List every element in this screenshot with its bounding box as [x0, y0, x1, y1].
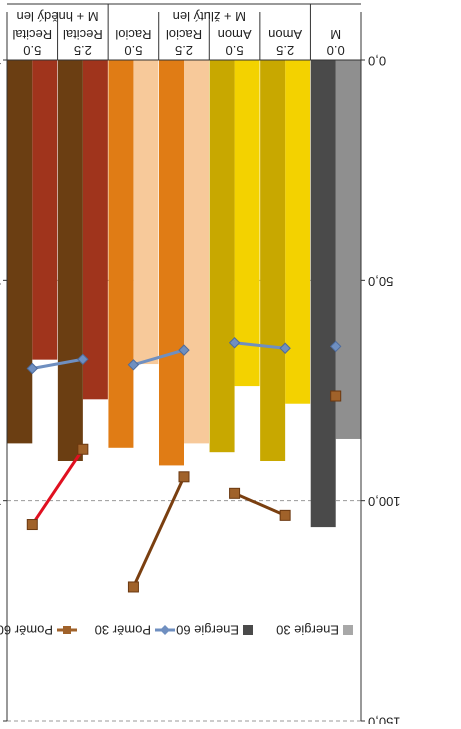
line-segment [234, 341, 286, 350]
right-tick-label: 1,20 [0, 268, 2, 293]
line-segment [32, 357, 84, 370]
legend-label: Energie 60 [176, 623, 239, 638]
line-segment [31, 448, 85, 526]
group-label: M [330, 27, 341, 42]
left-tick-label: 0,0 [368, 54, 386, 69]
group-label: M + žlutý len [173, 9, 246, 24]
legend-swatch [243, 625, 253, 635]
marker-pomer-60 [229, 487, 241, 499]
legend-label: Poměr 60 [0, 623, 53, 638]
legend: Energie 30 Energie 60 Poměr 30 Poměr 60 [0, 623, 353, 638]
right-tick-label: 3,60 [0, 708, 2, 724]
bar-series [7, 60, 361, 528]
left-tick-label: 100,0 [368, 494, 401, 509]
marker-pomer-60 [26, 519, 38, 531]
category-name-label: Recital [12, 27, 52, 42]
bar-energie-60 [209, 60, 235, 453]
bar-energie-60 [310, 60, 336, 528]
category-name-label: Raciol [166, 27, 202, 42]
left-tick-label: 150,0 [368, 715, 401, 724]
marker-pomer-60 [330, 390, 342, 402]
bar-energie-30 [184, 60, 209, 444]
category-level-label: 2.5 [175, 43, 193, 58]
marker-pomer-30 [178, 344, 190, 356]
line-segment [233, 491, 286, 517]
marker-pomer-30 [26, 362, 38, 375]
category-level-label: 0.0 [327, 43, 345, 58]
bar-energie-30 [82, 60, 108, 400]
bar-energie-60 [159, 60, 184, 466]
marker-pomer-60 [178, 471, 190, 483]
marker-pomer-60 [77, 443, 89, 455]
axes [3, 3, 365, 722]
line-series [26, 337, 342, 593]
category-level-label: 5.0 [23, 43, 41, 58]
legend-label: Energie 30 [276, 623, 339, 638]
category-name-label: Raciol [115, 27, 151, 42]
category-level-label: 2.5 [74, 43, 92, 58]
marker-pomer-30 [228, 337, 241, 349]
category-level-label: 5.0 [226, 43, 244, 58]
left-tick-label: 50,0 [368, 274, 393, 289]
marker-pomer-30 [330, 340, 342, 353]
marker-pomer-30 [127, 359, 140, 371]
legend-marker [160, 625, 170, 635]
category-level-label: 2.5 [276, 43, 294, 58]
line-segment [133, 348, 185, 367]
line-segment [132, 476, 186, 588]
bar-energie-30 [133, 60, 159, 365]
marker-pomer-60 [127, 581, 139, 593]
bar-energie-60 [57, 60, 83, 462]
legend-label: Poměr 30 [95, 623, 151, 638]
bar-energie-30 [32, 60, 58, 360]
bar-energie-60 [108, 60, 134, 448]
category-name-label: Recital [63, 27, 103, 42]
category-name-label: Amon [268, 27, 302, 42]
bar-energie-30 [285, 60, 311, 404]
right-tick-label: 2,40 [0, 488, 2, 513]
legend-swatch [343, 625, 353, 635]
group-label: M + hnědý len [17, 9, 99, 24]
marker-pomer-60 [279, 509, 291, 521]
bar-energie-30 [335, 60, 361, 439]
bar-energie-30 [234, 60, 260, 387]
bar-energie-60 [7, 60, 33, 444]
marker-pomer-30 [77, 353, 89, 365]
bar-energie-60 [260, 60, 286, 462]
category-labels: 0.02.5Amon5.0Amon2.5Raciol5.0Raciol2.5Re… [12, 9, 344, 58]
legend-marker [63, 626, 71, 634]
right-tick-label: 0,00 [0, 47, 2, 72]
category-level-label: 5.0 [124, 43, 142, 58]
marker-pomer-30 [279, 342, 291, 354]
category-name-label: Amon [218, 27, 252, 42]
